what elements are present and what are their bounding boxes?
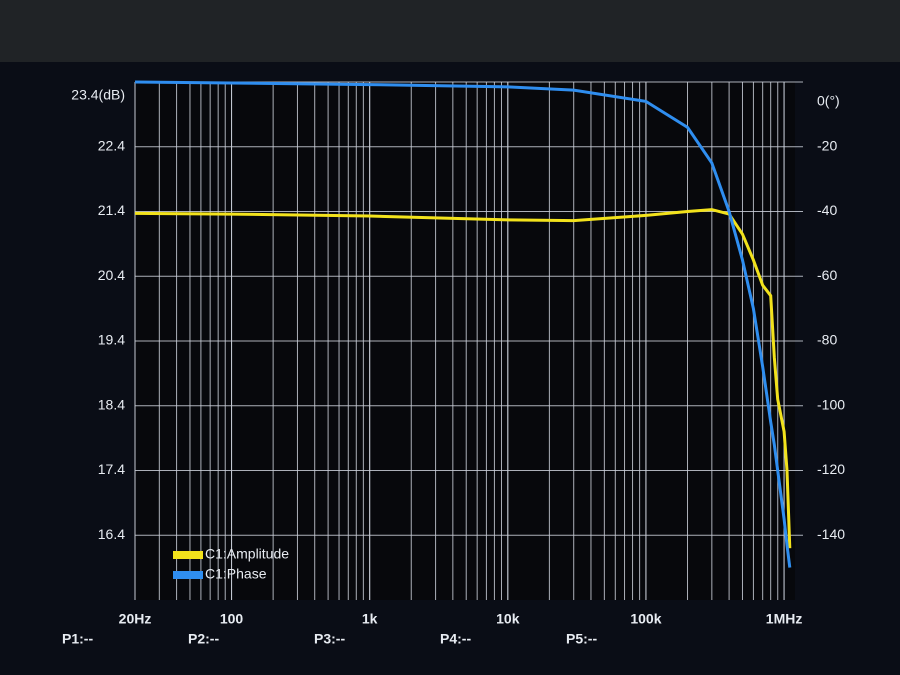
y2-tick-label: -60	[817, 267, 837, 283]
marker-readout: P1:--	[62, 631, 93, 647]
marker-readout: P5:--	[566, 631, 597, 647]
legend-label: C1:Amplitude	[205, 546, 289, 562]
legend-swatch	[173, 551, 203, 559]
y-tick-label: 19.4	[98, 332, 125, 348]
bezel	[0, 0, 900, 62]
y2-tick-label: 0(°)	[817, 93, 840, 109]
series-line	[134, 80, 792, 568]
y2-tick-label: -80	[817, 332, 837, 348]
y-tick-label: 18.4	[98, 396, 125, 412]
x-tick-label: 1MHz	[766, 611, 803, 627]
y2-tick-label: -100	[817, 396, 845, 412]
y2-tick-label: -140	[817, 526, 845, 542]
series-line	[134, 208, 792, 549]
y-tick-label: 22.4	[98, 137, 125, 153]
legend-label: C1:Phase	[205, 566, 267, 582]
legend-swatch	[173, 571, 203, 579]
y2-tick-label: -40	[817, 202, 837, 218]
y-tick-label: 23.4(dB)	[71, 87, 125, 103]
marker-readout: P3:--	[314, 631, 345, 647]
y2-tick-label: -120	[817, 461, 845, 477]
x-tick-label: 10k	[496, 611, 520, 627]
marker-readout: P4:--	[440, 631, 471, 647]
y2-tick-label: -20	[817, 137, 837, 153]
y-tick-label: 16.4	[98, 526, 125, 542]
x-tick-label: 100	[220, 611, 244, 627]
y-tick-label: 20.4	[98, 267, 125, 283]
y-tick-label: 17.4	[98, 461, 125, 477]
marker-readout: P2:--	[188, 631, 219, 647]
x-tick-label: 1k	[362, 611, 378, 627]
y-tick-label: 21.4	[98, 202, 125, 218]
x-tick-label: 100k	[630, 611, 661, 627]
x-tick-label: 20Hz	[119, 611, 152, 627]
